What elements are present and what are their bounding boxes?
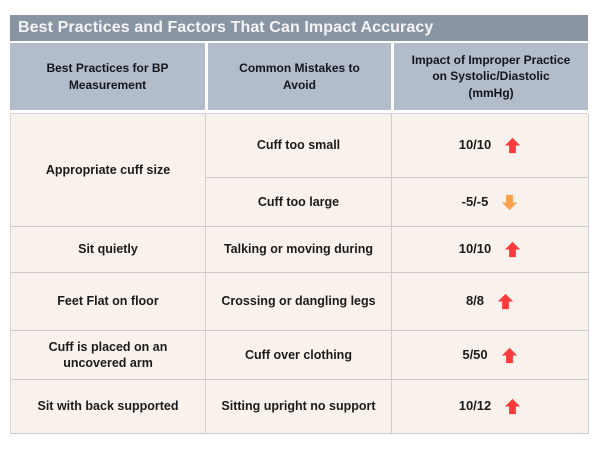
- impact-cell: 10/12: [392, 380, 589, 434]
- impact-value: 10/12: [458, 398, 492, 414]
- table-body: Appropriate cuff size Cuff too small 10/…: [10, 113, 589, 434]
- practice-cell: Cuff is placed on an uncovered arm: [11, 331, 206, 380]
- impact-cell: 5/50: [392, 331, 589, 380]
- mistake-cell: Sitting upright no support: [206, 380, 392, 434]
- impact-arrow: [505, 241, 521, 258]
- mistake-cell: Talking or moving during: [206, 227, 392, 273]
- impact-value: 10/10: [458, 137, 492, 153]
- impact-value: 10/10: [458, 241, 492, 257]
- mistake-cell: Cuff too large: [206, 178, 392, 227]
- page-title: Best Practices and Factors That Can Impa…: [10, 15, 588, 41]
- practice-cell: Feet Flat on floor: [11, 273, 206, 331]
- practice-cell: Sit quietly: [11, 227, 206, 273]
- impact-arrow: [505, 398, 521, 415]
- mistake-cell: Crossing or dangling legs: [206, 273, 392, 331]
- header-impact: Impact of Improper Practice on Systolic/…: [391, 43, 588, 110]
- mistake-cell: Cuff over clothing: [206, 331, 392, 380]
- impact-arrow: [497, 293, 514, 310]
- impact-cell: 8/8: [392, 273, 589, 331]
- impact-value: -5/-5: [461, 193, 489, 209]
- impact-value: 5/50: [462, 346, 488, 362]
- impact-cell: -5/-5: [392, 178, 589, 227]
- header-best-practices: Best Practices for BP Measurement: [10, 43, 205, 110]
- mistake-cell: Cuff too small: [206, 114, 392, 178]
- table-header-row: Best Practices for BP Measurement Common…: [10, 43, 588, 110]
- header-common-mistakes: Common Mistakes to Avoid: [205, 43, 391, 110]
- impact-arrow: [502, 194, 518, 210]
- practice-cell: Appropriate cuff size: [11, 114, 206, 227]
- impact-value: 8/8: [465, 293, 485, 309]
- impact-cell: 10/10: [392, 227, 589, 273]
- impact-cell: 10/10: [392, 114, 589, 178]
- impact-arrow: [505, 137, 521, 154]
- bp-accuracy-table: Best Practices and Factors That Can Impa…: [10, 15, 589, 434]
- impact-arrow: [501, 347, 517, 363]
- practice-cell: Sit with back supported: [11, 380, 206, 434]
